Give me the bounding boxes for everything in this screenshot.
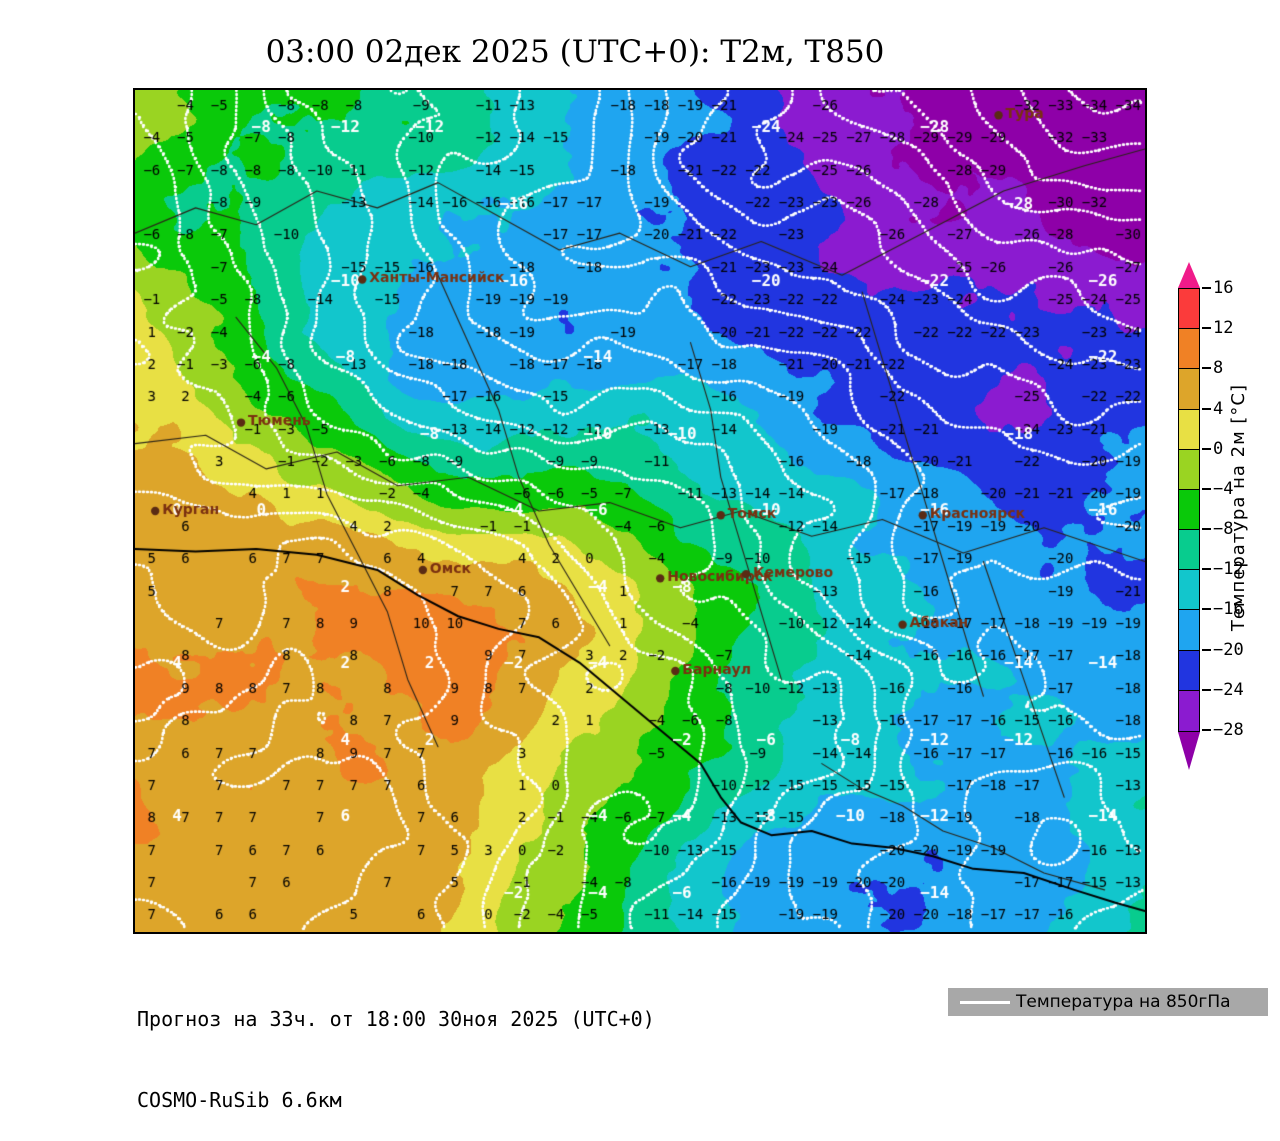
colorbar-tick-8: 8 — [1202, 358, 1223, 378]
colorbar-under-arrow — [1178, 732, 1200, 770]
colorbar-tick-minus12: −12 — [1202, 559, 1244, 579]
colorbar-tick-16: 16 — [1202, 278, 1233, 298]
colorbar-band-0..4 — [1179, 409, 1199, 450]
colorbar-tick-12: 12 — [1202, 318, 1233, 338]
colorbar-band--24..-20 — [1179, 650, 1199, 691]
weather-map[interactable] — [133, 88, 1147, 934]
colorbar-over-arrow — [1178, 262, 1200, 288]
t850-line-swatch — [960, 1000, 1010, 1004]
colorbar: 16 12 8 4 0 −4 −8 −12 −16 −20 −24 −28 — [1178, 262, 1244, 772]
footer-text: Прогноз на 33ч. от 18:00 30ноя 2025 (UTC… — [137, 952, 655, 1141]
colorbar-tick-0: 0 — [1202, 439, 1223, 459]
t850-legend: Температура на 850гПа — [948, 988, 1268, 1016]
colorbar-band--12..-8 — [1179, 530, 1199, 571]
colorbar-tick-4: 4 — [1202, 399, 1223, 419]
colorbar-band--8..-4 — [1179, 489, 1199, 531]
colorbar-tick-minus20: −20 — [1202, 640, 1244, 660]
colorbar-band-12..16 — [1179, 289, 1199, 330]
t850-legend-label: Температура на 850гПа — [1016, 992, 1231, 1012]
page-title: 03:00 02дек 2025 (UTC+0): Т2м, Т850 — [265, 34, 885, 70]
colorbar-tick-minus8: −8 — [1202, 519, 1233, 539]
colorbar-band-4..8 — [1179, 369, 1199, 410]
forecast-info-line: Прогноз на 33ч. от 18:00 30ноя 2025 (UTC… — [137, 1007, 655, 1031]
colorbar-axis-label: Температура на 2м [°C] — [1228, 384, 1249, 632]
colorbar-tick-minus4: −4 — [1202, 479, 1233, 499]
colorbar-tick-minus28: −28 — [1202, 720, 1244, 740]
model-info-line: COSMO-RuSib 6.6км — [137, 1088, 342, 1112]
colorbar-bands — [1178, 288, 1200, 732]
colorbar-tick-minus16: −16 — [1202, 599, 1244, 619]
colorbar-band--16..-12 — [1179, 570, 1199, 611]
colorbar-band--28..-24 — [1179, 690, 1199, 731]
temperature-field-canvas — [135, 90, 1145, 932]
colorbar-band-8..12 — [1179, 329, 1199, 370]
colorbar-band--20..-16 — [1179, 610, 1199, 651]
colorbar-tick-minus24: −24 — [1202, 680, 1244, 700]
colorbar-band--4..0 — [1179, 449, 1199, 490]
